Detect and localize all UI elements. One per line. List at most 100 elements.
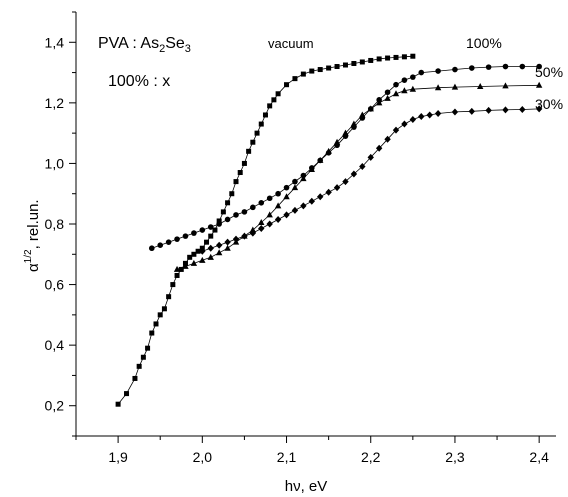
series-1 [148, 63, 542, 252]
data-point [250, 139, 256, 145]
data-point [241, 160, 247, 166]
x-tick-label: 2,4 [529, 449, 549, 465]
data-point [165, 239, 172, 245]
composition-sub2: 3 [185, 43, 191, 55]
data-point [401, 54, 407, 60]
data-point [262, 112, 268, 118]
composition-mid: Se [165, 35, 185, 52]
data-point [502, 106, 509, 114]
data-point [334, 64, 340, 70]
data-point [258, 218, 265, 225]
data-point [267, 103, 273, 109]
data-point [274, 215, 282, 223]
data-point [136, 363, 142, 369]
data-point [233, 212, 239, 218]
composition-annotation: PVA : As2Se3 [98, 35, 191, 55]
y-ticks: 0,2 0,4 0,6 0,8 1,0 1,2 1,4 [45, 11, 76, 437]
data-point [237, 170, 243, 176]
x-axis-title: hν, eV [285, 478, 328, 495]
data-point [418, 69, 425, 76]
y-tick-label: 0,8 [45, 216, 65, 232]
data-point [224, 216, 231, 223]
series-label-vacuum: vacuum [268, 36, 314, 51]
data-point [224, 238, 231, 246]
data-point [140, 354, 146, 360]
y-tick-label: 1,2 [45, 95, 65, 111]
data-point [216, 218, 222, 224]
data-point [292, 76, 298, 82]
data-point [266, 220, 273, 228]
data-point [434, 109, 442, 117]
data-point [317, 193, 324, 201]
data-point [215, 241, 223, 249]
data-point [190, 259, 198, 266]
data-point [451, 83, 459, 90]
data-point [300, 202, 307, 210]
data-point [291, 206, 299, 214]
data-point [292, 178, 298, 185]
data-point [132, 375, 138, 381]
data-point [173, 265, 181, 272]
data-point [392, 126, 400, 134]
data-point [477, 83, 484, 90]
data-point [435, 68, 441, 74]
data-point [182, 233, 189, 239]
data-point [229, 191, 235, 197]
data-point [182, 262, 189, 269]
y-tick-label: 0,6 [45, 277, 65, 293]
data-point [401, 87, 408, 94]
data-point [232, 235, 240, 243]
data-point [384, 89, 391, 96]
data-point [275, 91, 281, 97]
x-tick-label: 1,9 [108, 449, 128, 465]
data-point [249, 229, 257, 237]
data-point [536, 63, 542, 70]
y-tick-label: 1,4 [45, 34, 65, 50]
y-axis-title: α1/2, rel.un. [23, 199, 42, 272]
data-point [359, 111, 366, 118]
data-point [368, 57, 374, 63]
data-point [157, 242, 164, 248]
data-point [317, 67, 323, 73]
data-point [174, 236, 180, 242]
data-point [216, 221, 222, 227]
series-3 [199, 105, 543, 255]
data-point [233, 179, 239, 185]
data-point [283, 184, 290, 191]
series-line [176, 84, 540, 270]
data-point [212, 227, 218, 233]
data-point [254, 130, 260, 136]
data-point [275, 190, 281, 197]
data-point [258, 225, 265, 233]
data-point [241, 232, 248, 240]
data-point [350, 170, 358, 178]
data-point [225, 200, 231, 206]
x-tick-label: 2,0 [193, 449, 213, 465]
data-point [148, 245, 155, 252]
data-point [359, 59, 365, 65]
data-point [145, 345, 151, 351]
data-point [308, 165, 315, 172]
data-point [451, 108, 459, 116]
data-point [409, 116, 417, 124]
data-point [204, 239, 210, 245]
data-point [283, 211, 290, 219]
data-point [199, 227, 206, 233]
data-point [434, 84, 442, 91]
composition-prefix: PVA : As [98, 35, 159, 52]
data-point [410, 53, 416, 59]
data-point [191, 230, 197, 236]
data-point [468, 107, 475, 115]
data-point [250, 204, 256, 211]
data-point [178, 266, 184, 272]
composition-sub1: 2 [159, 43, 165, 55]
data-point [485, 64, 492, 70]
y-tick-label: 0,4 [45, 337, 65, 353]
data-point [187, 254, 193, 260]
data-point [249, 226, 257, 233]
svg-text:α1/2, rel.un.: α1/2, rel.un. [23, 199, 42, 272]
data-point [300, 71, 306, 77]
data-point [350, 120, 358, 127]
data-point [468, 65, 475, 71]
